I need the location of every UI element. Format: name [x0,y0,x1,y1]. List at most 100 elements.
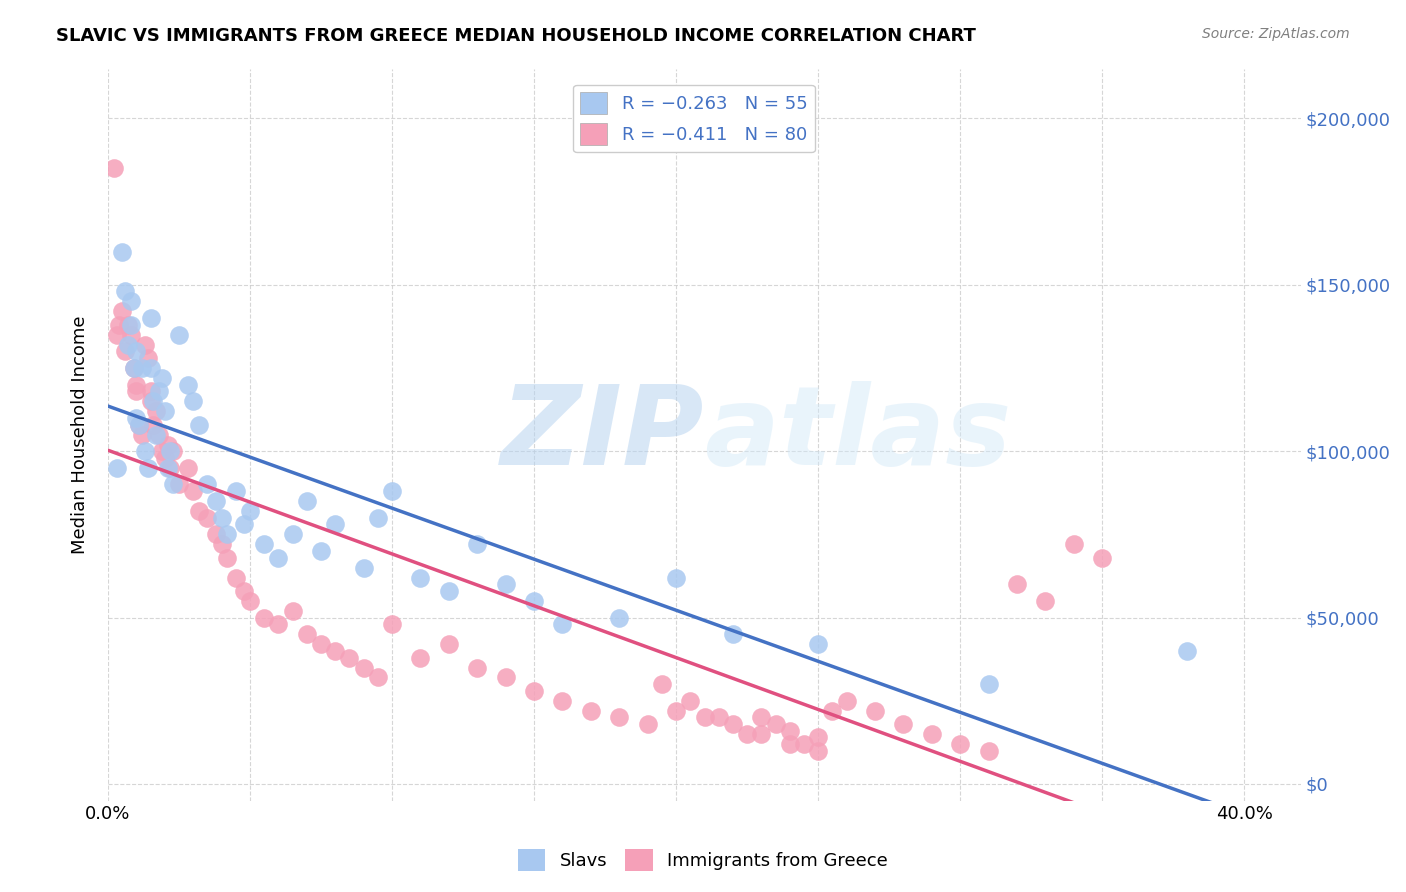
Point [159,460,181,475]
Point [323,644,346,658]
Point [142,394,165,409]
Point [551,694,574,708]
Point [749,710,772,724]
Point [891,717,914,731]
Point [105,327,128,342]
Point [437,584,460,599]
Point [225,571,247,585]
Point [136,351,159,365]
Point [211,537,233,551]
Point [495,671,517,685]
Point [197,477,219,491]
Point [128,417,150,432]
Point [765,717,787,731]
Point [779,737,801,751]
Point [145,404,167,418]
Y-axis label: Median Household Income: Median Household Income [72,315,89,554]
Text: atlas: atlas [704,381,1012,488]
Point [1091,550,1114,565]
Point [131,427,153,442]
Point [267,617,290,632]
Point [105,460,128,475]
Point [437,637,460,651]
Point [267,550,290,565]
Point [495,577,517,591]
Point [148,384,170,399]
Point [150,371,173,385]
Point [131,361,153,376]
Point [134,444,156,458]
Point [114,285,136,299]
Point [1063,537,1085,551]
Point [523,594,546,608]
Point [693,710,716,724]
Point [1177,644,1199,658]
Point [153,404,176,418]
Point [863,704,886,718]
Point [353,660,375,674]
Point [779,723,801,738]
Point [134,337,156,351]
Point [122,361,145,376]
Point [707,710,730,724]
Point [120,327,142,342]
Point [122,361,145,376]
Point [281,527,304,541]
Point [949,737,972,751]
Point [637,717,659,731]
Point [807,731,830,745]
Point [187,417,209,432]
Point [125,377,148,392]
Point [679,694,702,708]
Point [167,477,190,491]
Point [187,504,209,518]
Point [367,510,389,524]
Point [579,704,602,718]
Point [793,737,815,751]
Point [142,417,165,432]
Point [353,560,375,574]
Point [735,727,758,741]
Point [128,417,150,432]
Point [239,504,262,518]
Point [148,427,170,442]
Point [721,627,744,641]
Point [111,304,134,318]
Point [651,677,673,691]
Point [233,517,256,532]
Point [111,244,134,259]
Point [367,671,389,685]
Point [239,594,262,608]
Point [977,677,1000,691]
Point [253,537,276,551]
Point [114,344,136,359]
Point [409,571,432,585]
Point [120,294,142,309]
Point [409,650,432,665]
Point [233,584,256,599]
Point [139,311,162,326]
Point [665,571,688,585]
Legend: R = −0.263   N = 55, R = −0.411   N = 80: R = −0.263 N = 55, R = −0.411 N = 80 [574,85,814,153]
Point [295,627,318,641]
Point [807,744,830,758]
Point [749,727,772,741]
Point [807,637,830,651]
Point [139,361,162,376]
Point [108,318,131,332]
Point [977,744,1000,758]
Point [120,318,142,332]
Point [181,484,204,499]
Point [139,384,162,399]
Point [217,550,239,565]
Point [835,694,858,708]
Point [381,484,404,499]
Point [295,494,318,508]
Point [1035,594,1057,608]
Point [607,710,630,724]
Point [136,460,159,475]
Point [205,527,228,541]
Point [150,444,173,458]
Point [607,610,630,624]
Point [139,394,162,409]
